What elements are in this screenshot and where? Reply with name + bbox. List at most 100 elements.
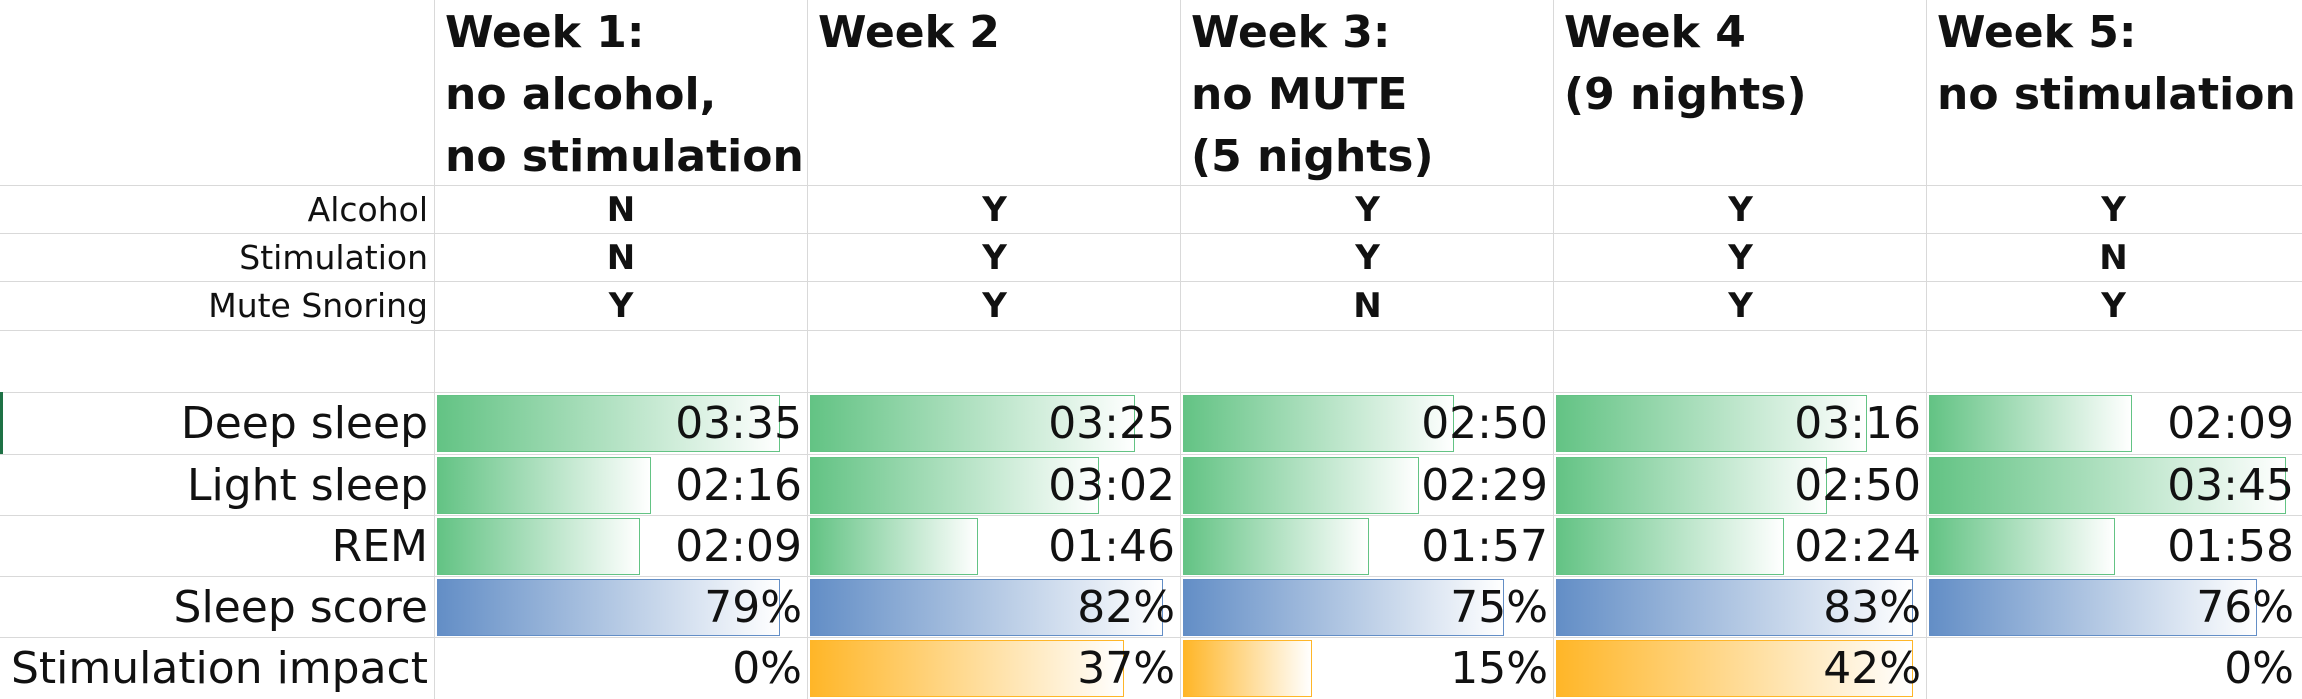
data-bar-impact	[1183, 640, 1312, 697]
data-bar-light	[1929, 457, 2286, 514]
row-label-score: Sleep score	[173, 582, 428, 633]
cell-light[interactable]: 03:45	[2167, 460, 2294, 511]
data-bar-light	[1556, 457, 1827, 514]
data-bar-impact	[1556, 640, 1913, 697]
row-divider	[0, 281, 2302, 282]
row-divider	[0, 233, 2302, 234]
week-header-line: no alcohol,	[445, 69, 717, 120]
data-bar-score	[1183, 579, 1504, 636]
cell-stimulation[interactable]: N	[606, 238, 636, 278]
row-label-light: Light sleep	[186, 460, 428, 511]
week-header: Week 5: no stimulation	[1937, 2, 2296, 126]
data-bar-rem	[1929, 518, 2115, 575]
week-header-line: Week 2	[818, 7, 1000, 58]
week-header-line: Week 1:	[445, 7, 645, 58]
week-header-line: no stimulation	[1937, 69, 2296, 120]
row-divider	[0, 330, 2302, 331]
data-bar-light	[810, 457, 1099, 514]
cell-impact[interactable]: 15%	[1450, 643, 1548, 694]
cell-impact[interactable]: 0%	[2224, 643, 2294, 694]
row-divider	[0, 392, 2302, 393]
cell-score[interactable]: 76%	[2196, 582, 2294, 633]
cell-score[interactable]: 79%	[704, 582, 802, 633]
row-label-stimulation: Stimulation	[239, 238, 428, 277]
week-header-line: no stimulation	[445, 131, 804, 182]
week-header-line: Week 3:	[1191, 7, 1391, 58]
row-label-rem: REM	[331, 521, 428, 572]
cell-alcohol[interactable]: N	[606, 190, 636, 230]
week-header-line: no MUTE	[1191, 69, 1408, 120]
week-header: Week 1: no alcohol, no stimulation	[445, 2, 804, 188]
data-bar-deep	[1929, 395, 2132, 452]
data-bar-deep	[810, 395, 1135, 452]
cell-score[interactable]: 83%	[1823, 582, 1921, 633]
cell-mute[interactable]: N	[1353, 286, 1382, 326]
cell-deep[interactable]: 03:16	[1794, 398, 1921, 449]
column-divider	[1553, 0, 1554, 699]
cell-stimulation[interactable]: Y	[982, 238, 1007, 278]
cell-rem[interactable]: 02:09	[675, 521, 802, 572]
row-label-deep: Deep sleep	[180, 398, 428, 449]
row-divider	[0, 637, 2302, 638]
cell-impact[interactable]: 0%	[732, 643, 802, 694]
data-bar-score	[1556, 579, 1913, 636]
data-bar-impact	[810, 640, 1124, 697]
row-divider	[0, 515, 2302, 516]
week-header-line: Week 5:	[1937, 7, 2137, 58]
cell-alcohol[interactable]: Y	[982, 190, 1007, 230]
cell-mute[interactable]: Y	[982, 286, 1007, 326]
week-header-line: Week 4	[1564, 7, 1746, 58]
cell-rem[interactable]: 01:46	[1048, 521, 1175, 572]
cell-light[interactable]: 02:29	[1421, 460, 1548, 511]
cell-rem[interactable]: 01:58	[2167, 521, 2294, 572]
data-bar-light	[1183, 457, 1419, 514]
week-header-line: (5 nights)	[1191, 131, 1434, 182]
cell-light[interactable]: 03:02	[1048, 460, 1175, 511]
week-header-line: (9 nights)	[1564, 69, 1807, 120]
row-label-impact: Stimulation impact	[10, 643, 428, 694]
cell-mute[interactable]: Y	[1728, 286, 1753, 326]
row-divider	[0, 454, 2302, 455]
data-bar-light	[437, 457, 651, 514]
data-bar-rem	[810, 518, 978, 575]
cell-impact[interactable]: 37%	[1077, 643, 1175, 694]
row-selection-marker	[0, 392, 3, 454]
cell-deep[interactable]: 03:25	[1048, 398, 1175, 449]
cell-impact[interactable]: 42%	[1823, 643, 1921, 694]
cell-alcohol[interactable]: Y	[1728, 190, 1753, 230]
column-divider	[434, 0, 435, 699]
cell-mute[interactable]: Y	[2101, 286, 2126, 326]
cell-deep[interactable]: 03:35	[675, 398, 802, 449]
row-divider	[0, 576, 2302, 577]
data-bar-rem	[1556, 518, 1784, 575]
week-header: Week 2	[818, 2, 1000, 64]
cell-alcohol[interactable]: Y	[2101, 190, 2126, 230]
cell-light[interactable]: 02:16	[675, 460, 802, 511]
column-divider	[1926, 0, 1927, 699]
week-header: Week 4 (9 nights)	[1564, 2, 1807, 126]
cell-stimulation[interactable]: N	[2099, 238, 2128, 278]
data-bar-deep	[437, 395, 780, 452]
row-label-mute: Mute Snoring	[208, 286, 428, 325]
data-bar-rem	[1183, 518, 1369, 575]
cell-score[interactable]: 75%	[1450, 582, 1548, 633]
cell-rem[interactable]: 01:57	[1421, 521, 1548, 572]
column-divider	[1180, 0, 1181, 699]
data-bar-score	[810, 579, 1163, 636]
cell-mute[interactable]: Y	[608, 286, 634, 326]
cell-rem[interactable]: 02:24	[1794, 521, 1921, 572]
cell-deep[interactable]: 02:50	[1421, 398, 1548, 449]
cell-stimulation[interactable]: Y	[1355, 238, 1380, 278]
data-bar-deep	[1183, 395, 1454, 452]
cell-score[interactable]: 82%	[1077, 582, 1175, 633]
data-bar-deep	[1556, 395, 1867, 452]
cell-deep[interactable]: 02:09	[2167, 398, 2294, 449]
week-header: Week 3: no MUTE (5 nights)	[1191, 2, 1434, 188]
row-label-alcohol: Alcohol	[307, 190, 428, 229]
row-divider	[0, 185, 2302, 186]
cell-alcohol[interactable]: Y	[1355, 190, 1380, 230]
cell-light[interactable]: 02:50	[1794, 460, 1921, 511]
cell-stimulation[interactable]: Y	[1728, 238, 1753, 278]
data-bar-rem	[437, 518, 640, 575]
